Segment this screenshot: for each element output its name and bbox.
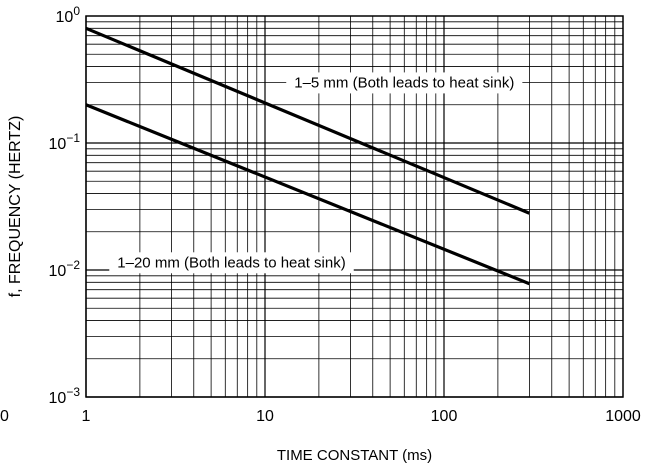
series-labels: 1–5 mm (Both leads to heat sink) 1–20 mm …: [109, 72, 523, 274]
y-tick-label: 100: [56, 4, 81, 26]
series-label-bg-2: [109, 252, 354, 274]
y-tick-label: 10−1: [49, 131, 81, 153]
series-lines: [85, 26, 531, 286]
series-line-1: [85, 26, 531, 215]
y-axis-label: f, FREQUENCY (HERTZ): [7, 116, 24, 298]
series-label-2: 1–20 mm (Both leads to heat sink): [117, 254, 345, 271]
edge-tick-label: 0: [0, 408, 9, 425]
x-axis-label: TIME CONSTANT (ms): [277, 447, 432, 464]
x-tick-label: 10: [256, 408, 274, 425]
series-label-bg-1: [286, 72, 523, 94]
series-label-1: 1–5 mm (Both leads to heat sink): [294, 74, 514, 91]
x-tick-label: 1000: [605, 408, 641, 425]
y-tick-labels: 100 10−1 10−2 10−3: [49, 4, 81, 407]
x-tick-label: 1: [82, 408, 91, 425]
y-tick-label: 10−2: [49, 258, 81, 280]
y-tick-label: 10−3: [49, 385, 81, 407]
x-tick-label: 100: [431, 408, 458, 425]
x-tick-labels: 1 10 100 1000: [82, 408, 641, 425]
plot-frame: [85, 15, 624, 398]
series-line-2: [85, 103, 531, 286]
